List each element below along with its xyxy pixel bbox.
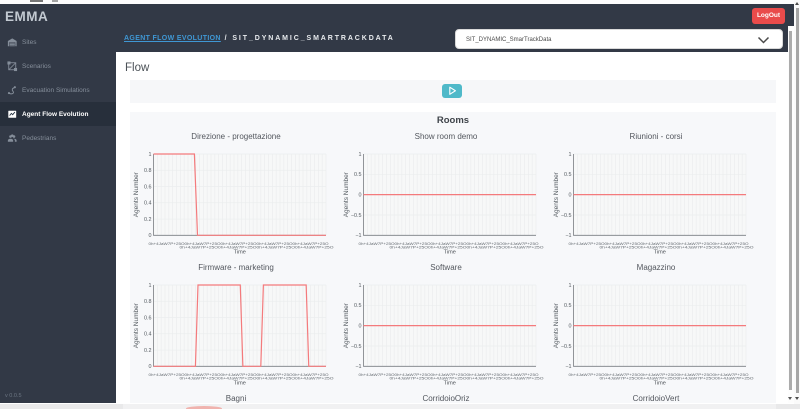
svg-text:Time: Time: [654, 381, 666, 387]
svg-text:Time: Time: [234, 381, 246, 387]
svg-text:0.4: 0.4: [144, 201, 152, 207]
svg-text:1: 1: [359, 152, 362, 158]
svg-text:0.4: 0.4: [144, 332, 152, 338]
svg-text:−0.5: −0.5: [561, 344, 572, 350]
svg-text:−1: −1: [565, 364, 571, 370]
svg-text:0h+4JaW7P+25O0h+4JaW7P+25O0h+4: 0h+4JaW7P+25O0h+4JaW7P+25O0h+4JaW7P+25O0…: [569, 373, 749, 377]
svg-text:0h+4JaW7P+25O0h+4JaW7P+25O0h+4: 0h+4JaW7P+25O0h+4JaW7P+25O0h+4JaW7P+25O0…: [600, 377, 754, 381]
svg-text:0: 0: [569, 323, 572, 329]
svg-text:Magazzino: Magazzino: [637, 263, 676, 272]
svg-text:Agents Number: Agents Number: [133, 302, 140, 348]
svg-text:Agents Number: Agents Number: [343, 171, 350, 217]
svg-text:0.8: 0.8: [144, 168, 152, 174]
svg-text:0h+4JaW7P+25O0h+4JaW7P+25O0h+4: 0h+4JaW7P+25O0h+4JaW7P+25O0h+4JaW7P+25O0…: [149, 242, 329, 246]
svg-text:−1: −1: [355, 233, 361, 239]
svg-text:Software: Software: [430, 263, 462, 272]
svg-text:0: 0: [569, 192, 572, 198]
svg-text:Agents Number: Agents Number: [133, 171, 140, 217]
svg-text:Time: Time: [444, 250, 456, 256]
svg-text:0: 0: [149, 364, 152, 370]
svg-text:0.5: 0.5: [354, 172, 362, 178]
svg-text:CorridoioVert: CorridoioVert: [633, 394, 680, 403]
svg-text:0h+4JaW7P+25O0h+4JaW7P+25O0h+4: 0h+4JaW7P+25O0h+4JaW7P+25O0h+4JaW7P+25O0…: [390, 246, 544, 250]
svg-text:0h+4JaW7P+25O0h+4JaW7P+25O0h+4: 0h+4JaW7P+25O0h+4JaW7P+25O0h+4JaW7P+25O0…: [359, 242, 539, 246]
svg-text:0: 0: [149, 233, 152, 239]
svg-text:0h+4JaW7P+25O0h+4JaW7P+25O0h+4: 0h+4JaW7P+25O0h+4JaW7P+25O0h+4JaW7P+25O0…: [359, 373, 539, 377]
svg-text:0.8: 0.8: [144, 299, 152, 305]
svg-text:0.2: 0.2: [144, 217, 152, 223]
svg-text:CorridoioOriz: CorridoioOriz: [422, 394, 469, 403]
svg-text:Riunioni - corsi: Riunioni - corsi: [630, 132, 683, 141]
svg-text:1: 1: [149, 283, 152, 289]
svg-text:1: 1: [149, 152, 152, 158]
svg-text:0h+4JaW7P+25O0h+4JaW7P+25O0h+4: 0h+4JaW7P+25O0h+4JaW7P+25O0h+4JaW7P+25O0…: [390, 377, 544, 381]
svg-text:Agents Number: Agents Number: [553, 171, 560, 217]
svg-text:Bagni: Bagni: [226, 394, 247, 403]
svg-text:0h+4JaW7P+25O0h+4JaW7P+25O0h+4: 0h+4JaW7P+25O0h+4JaW7P+25O0h+4JaW7P+25O0…: [180, 246, 334, 250]
svg-text:Time: Time: [444, 381, 456, 387]
svg-text:Direzione - progettazione: Direzione - progettazione: [191, 132, 281, 141]
svg-text:Firmware - marketing: Firmware - marketing: [198, 263, 274, 272]
svg-text:0: 0: [359, 192, 362, 198]
svg-text:Show room demo: Show room demo: [415, 132, 478, 141]
svg-text:−0.5: −0.5: [561, 213, 572, 219]
svg-text:0h+4JaW7P+25O0h+4JaW7P+25O0h+4: 0h+4JaW7P+25O0h+4JaW7P+25O0h+4JaW7P+25O0…: [600, 246, 754, 250]
svg-text:0h+4JaW7P+25O0h+4JaW7P+25O0h+4: 0h+4JaW7P+25O0h+4JaW7P+25O0h+4JaW7P+25O0…: [149, 373, 329, 377]
svg-text:0.5: 0.5: [354, 303, 362, 309]
svg-text:0h+4JaW7P+25O0h+4JaW7P+25O0h+4: 0h+4JaW7P+25O0h+4JaW7P+25O0h+4JaW7P+25O0…: [569, 242, 749, 246]
svg-text:1: 1: [359, 283, 362, 289]
svg-text:−0.5: −0.5: [351, 213, 362, 219]
svg-text:0.6: 0.6: [144, 315, 152, 321]
svg-text:0.5: 0.5: [564, 172, 572, 178]
svg-text:0.2: 0.2: [144, 348, 152, 354]
svg-text:−1: −1: [355, 364, 361, 370]
svg-text:1: 1: [569, 283, 572, 289]
svg-text:0.6: 0.6: [144, 184, 152, 190]
svg-text:Time: Time: [234, 250, 246, 256]
svg-text:Agents Number: Agents Number: [343, 302, 350, 348]
svg-text:−1: −1: [565, 233, 571, 239]
svg-text:0.5: 0.5: [564, 303, 572, 309]
svg-text:1: 1: [569, 152, 572, 158]
svg-text:0h+4JaW7P+25O0h+4JaW7P+25O0h+4: 0h+4JaW7P+25O0h+4JaW7P+25O0h+4JaW7P+25O0…: [180, 377, 334, 381]
svg-text:0: 0: [359, 323, 362, 329]
svg-text:Time: Time: [654, 250, 666, 256]
svg-text:−0.5: −0.5: [351, 344, 362, 350]
svg-text:Agents Number: Agents Number: [553, 302, 560, 348]
